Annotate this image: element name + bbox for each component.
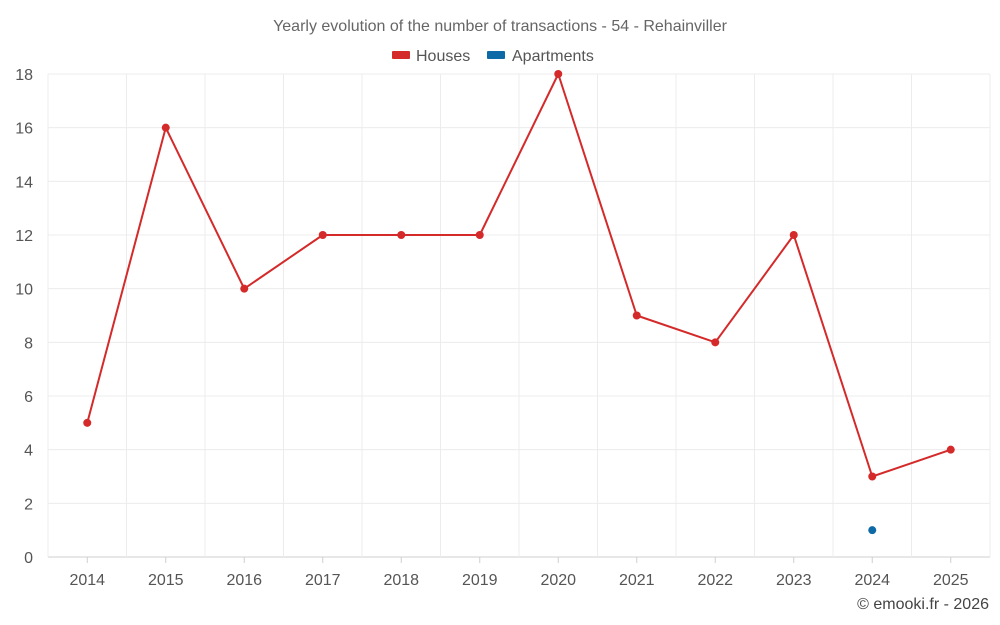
series-houses bbox=[83, 70, 955, 481]
series-apartments bbox=[868, 526, 877, 535]
y-tick-label: 14 bbox=[15, 174, 33, 191]
x-tick-label: 2021 bbox=[619, 572, 655, 589]
data-point-houses-2015[interactable] bbox=[161, 123, 170, 132]
data-point-apartments-2024[interactable] bbox=[868, 526, 877, 535]
x-axis: 2014 2015 2016 2017 2018 2019 2020 2021 2022 2023… bbox=[69, 557, 969, 589]
x-tick-label: 2025 bbox=[933, 572, 969, 589]
data-point-houses-2018[interactable] bbox=[397, 231, 406, 239]
y-tick-label: 10 bbox=[15, 282, 33, 299]
x-tick-label: 2019 bbox=[462, 572, 498, 589]
legend-label-houses: Houses bbox=[416, 48, 470, 65]
legend-item-apartments[interactable]: Apartments bbox=[487, 48, 594, 65]
data-point-houses-2023[interactable] bbox=[789, 231, 798, 239]
x-tick-label: 2022 bbox=[697, 572, 733, 589]
x-tick-label: 2017 bbox=[305, 572, 341, 589]
x-tick-label: 2023 bbox=[776, 572, 812, 589]
x-tick-label: 2018 bbox=[383, 572, 419, 589]
legend-item-houses[interactable]: Houses bbox=[392, 48, 470, 65]
y-tick-label: 18 bbox=[15, 67, 33, 84]
y-axis: 0 2 4 6 8 10 12 14 16 18 bbox=[15, 67, 33, 567]
data-point-houses-2014[interactable] bbox=[83, 418, 92, 427]
credit: © emooki.fr - 2026 bbox=[857, 596, 989, 613]
y-tick-label: 4 bbox=[24, 443, 33, 460]
x-tick-label: 2014 bbox=[69, 572, 105, 589]
legend-label-apartments: Apartments bbox=[512, 48, 594, 65]
y-tick-label: 12 bbox=[15, 228, 33, 245]
y-tick-label: 8 bbox=[24, 335, 33, 352]
chart-title: Yearly evolution of the number of transa… bbox=[273, 18, 728, 35]
plot-area bbox=[83, 70, 955, 535]
x-tick-label: 2015 bbox=[148, 572, 184, 589]
data-point-houses-2022[interactable] bbox=[711, 338, 720, 347]
series-line-houses bbox=[86, 73, 952, 478]
data-point-houses-2024[interactable] bbox=[868, 472, 877, 481]
data-point-houses-2017[interactable] bbox=[318, 231, 327, 239]
legend-swatch-apartments bbox=[487, 51, 505, 59]
data-point-houses-2025[interactable] bbox=[946, 445, 955, 454]
legend: Houses Apartments bbox=[392, 48, 594, 65]
x-tick-label: 2016 bbox=[226, 572, 262, 589]
y-tick-label: 2 bbox=[24, 496, 33, 513]
gridlines bbox=[47, 73, 991, 558]
data-point-houses-2020[interactable] bbox=[554, 70, 563, 78]
y-tick-label: 0 bbox=[24, 550, 33, 567]
x-tick-label: 2024 bbox=[854, 572, 890, 589]
y-tick-label: 6 bbox=[24, 389, 33, 406]
data-point-houses-2021[interactable] bbox=[632, 311, 641, 320]
data-point-houses-2016[interactable] bbox=[240, 284, 249, 293]
x-tick-label: 2020 bbox=[540, 572, 576, 589]
data-point-houses-2019[interactable] bbox=[475, 231, 484, 239]
y-tick-label: 16 bbox=[15, 121, 33, 138]
legend-swatch-houses bbox=[392, 51, 410, 59]
